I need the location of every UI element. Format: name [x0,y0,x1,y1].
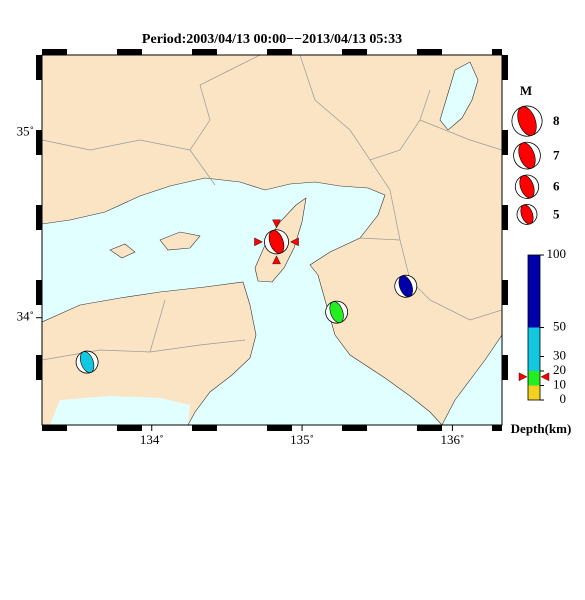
magnitude-legend-ball [514,174,540,199]
lon-tick-label: 134˚ [140,432,164,447]
beachball-compression [398,275,413,298]
depth-band [528,255,540,328]
magnitude-legend-ball [511,105,543,137]
beachball-compression [518,142,536,169]
depth-pointer [518,372,550,382]
depth-scale-label: Depth(km) [511,421,572,436]
depth-tick-label: 50 [553,318,566,333]
lon-tick-label: 135˚ [290,432,314,447]
beachball-compression [519,175,535,199]
lake [439,61,479,131]
highlight-marker [272,255,281,265]
lon-tick-label: 136˚ [440,432,464,447]
beachball-compression [268,230,285,254]
depth-pointer-arrow [540,372,550,382]
earthquake-event [75,350,99,374]
map-title: Period:2003/04/13 00:00−−2013/04/13 05:3… [142,32,402,47]
beachball-compression [79,351,95,373]
earthquake-event [264,229,289,255]
depth-tick-label: 10 [553,376,566,391]
beachball-compression [520,204,534,225]
highlight-marker [254,237,263,247]
magnitude-legend-label: 6 [553,179,560,194]
highlight-marker [290,237,299,247]
depth-band [528,385,540,400]
earthquake-event [325,300,349,324]
earthquake-event [394,274,418,298]
lat-tick-label: 35˚ [17,124,34,139]
highlight-marker [272,219,281,229]
magnitude-legend-label: 7 [553,148,560,163]
magnitude-legend-label: 5 [553,206,560,221]
depth-tick-label: 0 [560,391,567,406]
sea-bay [50,396,190,425]
depth-tick-label: 100 [547,246,567,261]
lat-tick-label: 34˚ [17,309,34,324]
depth-tick-label: 20 [553,362,566,377]
beachball-compression [329,301,344,323]
depth-tick-label: 30 [553,347,566,362]
map-frame [36,49,508,431]
beachball-compression [517,106,537,136]
depth-band [528,327,540,371]
magnitude-legend-title: M [520,83,532,98]
magnitude-legend-ball [513,141,541,170]
depth-pointer-arrow [518,372,528,382]
depth-band [528,371,540,386]
magnitude-legend-label: 8 [553,113,560,128]
magnitude-legend-ball [516,203,538,225]
